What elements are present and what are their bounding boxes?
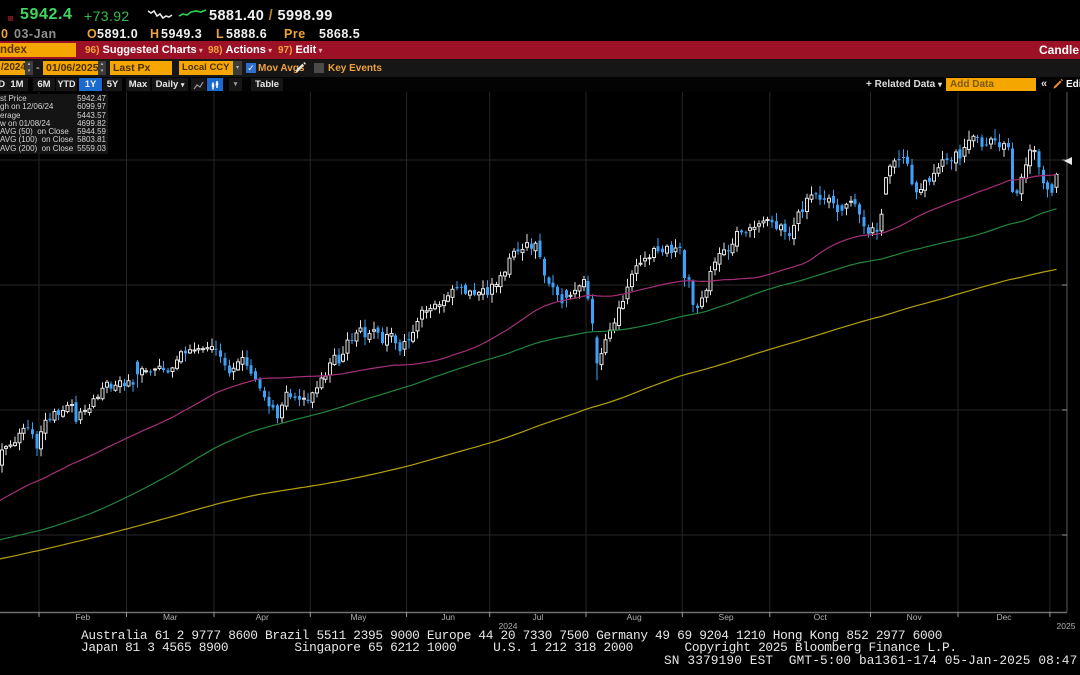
svg-text:2025: 2025 (1057, 621, 1076, 631)
svg-text:Jun: Jun (441, 612, 455, 622)
svg-text:Dec: Dec (996, 612, 1012, 622)
svg-text:Mar: Mar (163, 612, 178, 622)
svg-text:2024: 2024 (499, 621, 518, 631)
svg-text:Apr: Apr (256, 612, 269, 622)
svg-text:Oct: Oct (814, 612, 828, 622)
svg-text:Feb: Feb (75, 612, 90, 622)
svg-text:Jul: Jul (532, 612, 543, 622)
svg-text:Sep: Sep (719, 612, 734, 622)
svg-text:May: May (350, 612, 367, 622)
svg-text:Nov: Nov (907, 612, 923, 622)
svg-text:Aug: Aug (627, 612, 642, 622)
